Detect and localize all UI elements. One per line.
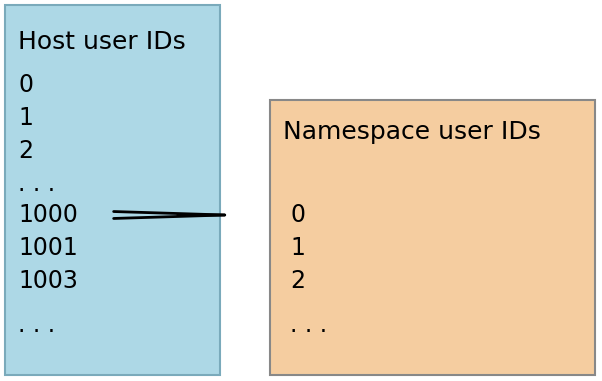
Text: . . .: . . .	[18, 313, 55, 337]
Text: 1: 1	[290, 236, 305, 260]
Text: Host user IDs: Host user IDs	[18, 30, 186, 54]
Text: . . .: . . .	[290, 313, 327, 337]
Text: 2: 2	[290, 269, 305, 293]
Text: 1001: 1001	[18, 236, 78, 260]
Text: 0: 0	[18, 73, 33, 97]
Text: Namespace user IDs: Namespace user IDs	[283, 120, 541, 144]
Text: 1000: 1000	[18, 203, 78, 227]
Bar	[5, 5, 220, 375]
Text: 1003: 1003	[18, 269, 78, 293]
Text: 1: 1	[18, 106, 33, 130]
Text: 2: 2	[18, 139, 33, 163]
Text: 0: 0	[290, 203, 305, 227]
Bar	[270, 100, 595, 375]
Text: . . .: . . .	[18, 172, 55, 196]
